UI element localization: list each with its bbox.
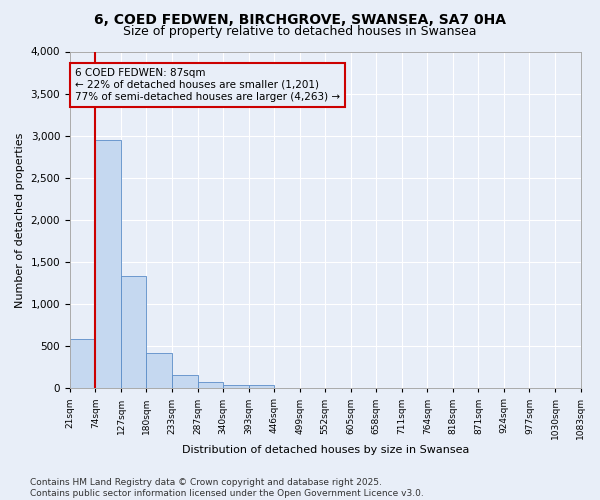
Bar <box>95 140 121 388</box>
Bar <box>248 385 274 388</box>
Bar <box>172 375 197 388</box>
Text: 6, COED FEDWEN, BIRCHGROVE, SWANSEA, SA7 0HA: 6, COED FEDWEN, BIRCHGROVE, SWANSEA, SA7… <box>94 12 506 26</box>
Bar <box>223 384 248 388</box>
Bar <box>70 338 95 388</box>
Bar <box>146 354 172 388</box>
Y-axis label: Number of detached properties: Number of detached properties <box>15 132 25 308</box>
Bar <box>121 276 146 388</box>
Text: Size of property relative to detached houses in Swansea: Size of property relative to detached ho… <box>123 25 477 38</box>
Bar <box>197 382 223 388</box>
X-axis label: Distribution of detached houses by size in Swansea: Distribution of detached houses by size … <box>182 445 469 455</box>
Text: 6 COED FEDWEN: 87sqm
← 22% of detached houses are smaller (1,201)
77% of semi-de: 6 COED FEDWEN: 87sqm ← 22% of detached h… <box>75 68 340 102</box>
Text: Contains HM Land Registry data © Crown copyright and database right 2025.
Contai: Contains HM Land Registry data © Crown c… <box>30 478 424 498</box>
